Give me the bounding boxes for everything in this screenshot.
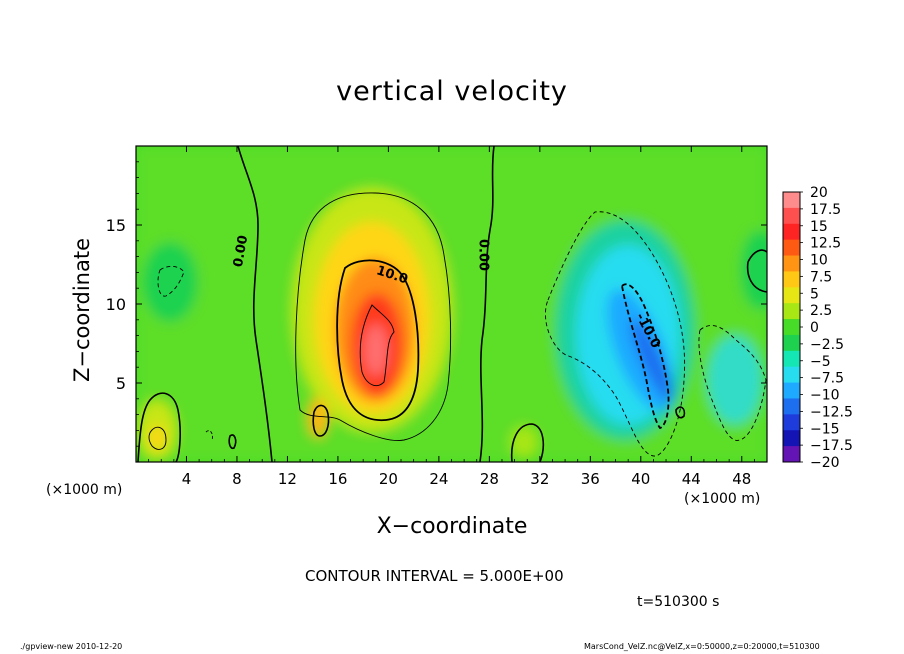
colorbar-label: −10: [810, 388, 840, 404]
contour-zero-right: [479, 146, 495, 462]
colorbar-swatch: [783, 239, 800, 257]
colorbar-label: −17.5: [810, 438, 853, 454]
x-tick-label: 20: [379, 470, 398, 488]
contour-label: 0.00: [475, 239, 490, 271]
y-tick-label: 15: [106, 216, 126, 235]
x-unit-right: (×1000 m): [684, 491, 761, 507]
colorbar-label: 15: [810, 219, 828, 235]
contour-label: 0.00: [231, 234, 251, 268]
colorbar-label: 5: [810, 286, 819, 302]
y-axis-label: Z−coordinate: [70, 238, 94, 382]
contour-ten: [336, 259, 420, 422]
colorbar-label: 20: [810, 185, 828, 201]
updraft-core: [364, 324, 388, 376]
colorbar-swatch: [783, 446, 800, 463]
x-tick-label: 4: [182, 470, 192, 488]
colorbar-label: 10: [810, 253, 828, 269]
time-label: t=510300 s: [637, 594, 720, 610]
colorbar-swatch: [783, 303, 800, 320]
colorbar-swatch: [783, 207, 800, 225]
x-tick-label: 28: [480, 470, 499, 488]
colorbar-swatch: [783, 255, 800, 272]
colorbar-swatch: [783, 350, 800, 368]
colorbar-label: −7.5: [810, 371, 844, 387]
footer-left: ./gpview-new 2010-12-20: [20, 642, 123, 651]
x-tick-label: 12: [278, 470, 297, 488]
x-unit-left: (×1000 m): [46, 482, 123, 498]
x-tick-label: 48: [732, 470, 751, 488]
contour-zero-left: [237, 146, 273, 462]
contour-interval-label: CONTOUR INTERVAL = 5.000E+00: [305, 567, 564, 585]
downdraft-core: [630, 318, 674, 402]
contour-five: [295, 192, 452, 441]
colorbar-label: 0: [810, 320, 819, 336]
colorbar-label: −2.5: [810, 337, 844, 353]
x-axis-label: X−coordinate: [376, 514, 528, 539]
colorbar-swatch: [783, 192, 800, 209]
colorbar-label: −15: [810, 421, 840, 437]
colorbar-swatch: [783, 271, 800, 288]
x-tick-label: 44: [682, 470, 701, 488]
contour-lines: [137, 146, 767, 462]
colorbar-swatch: [783, 334, 800, 352]
contour-minus-ten: [621, 283, 670, 430]
colorbar: 2017.51512.5107.552.50−2.5−5−7.5−10−12.5…: [782, 185, 853, 471]
x-tick-label: 24: [429, 470, 448, 488]
colorbar-label: −20: [810, 455, 840, 471]
colorbar-label: 17.5: [810, 202, 841, 218]
colorbar-label: 12.5: [810, 236, 841, 252]
footer-right: MarsCond_VelZ.nc@VelZ,x=0:50000,z=0:2000…: [584, 642, 820, 651]
colorbar-label: −12.5: [810, 404, 853, 420]
x-tick-label: 32: [530, 470, 549, 488]
x-tick-label: 36: [581, 470, 600, 488]
colorbar-label: −5: [810, 354, 831, 370]
x-tick-label: 8: [232, 470, 242, 488]
colorbar-swatch: [783, 287, 800, 304]
colorbar-swatch: [783, 414, 800, 431]
colorbar-swatch: [783, 398, 800, 415]
colorbar-label: 2.5: [810, 303, 832, 319]
colorbar-swatch: [783, 319, 800, 336]
chart-title: vertical velocity: [336, 76, 568, 107]
contour-fifteen: [359, 304, 395, 386]
colorbar-swatch: [783, 382, 800, 399]
y-tick-label: 5: [116, 374, 126, 393]
small-updraft-center: [308, 398, 328, 438]
colorbar-swatch: [783, 430, 800, 447]
colorbar-swatch: [783, 366, 800, 384]
field-layer: [136, 146, 767, 462]
y-tick-label: 10: [106, 295, 126, 314]
colorbar-label: 7.5: [810, 269, 832, 285]
x-tick-label: 40: [631, 470, 650, 488]
colorbar-swatch: [783, 223, 800, 241]
contour-minus-five: [544, 211, 686, 457]
x-tick-label: 16: [328, 470, 347, 488]
